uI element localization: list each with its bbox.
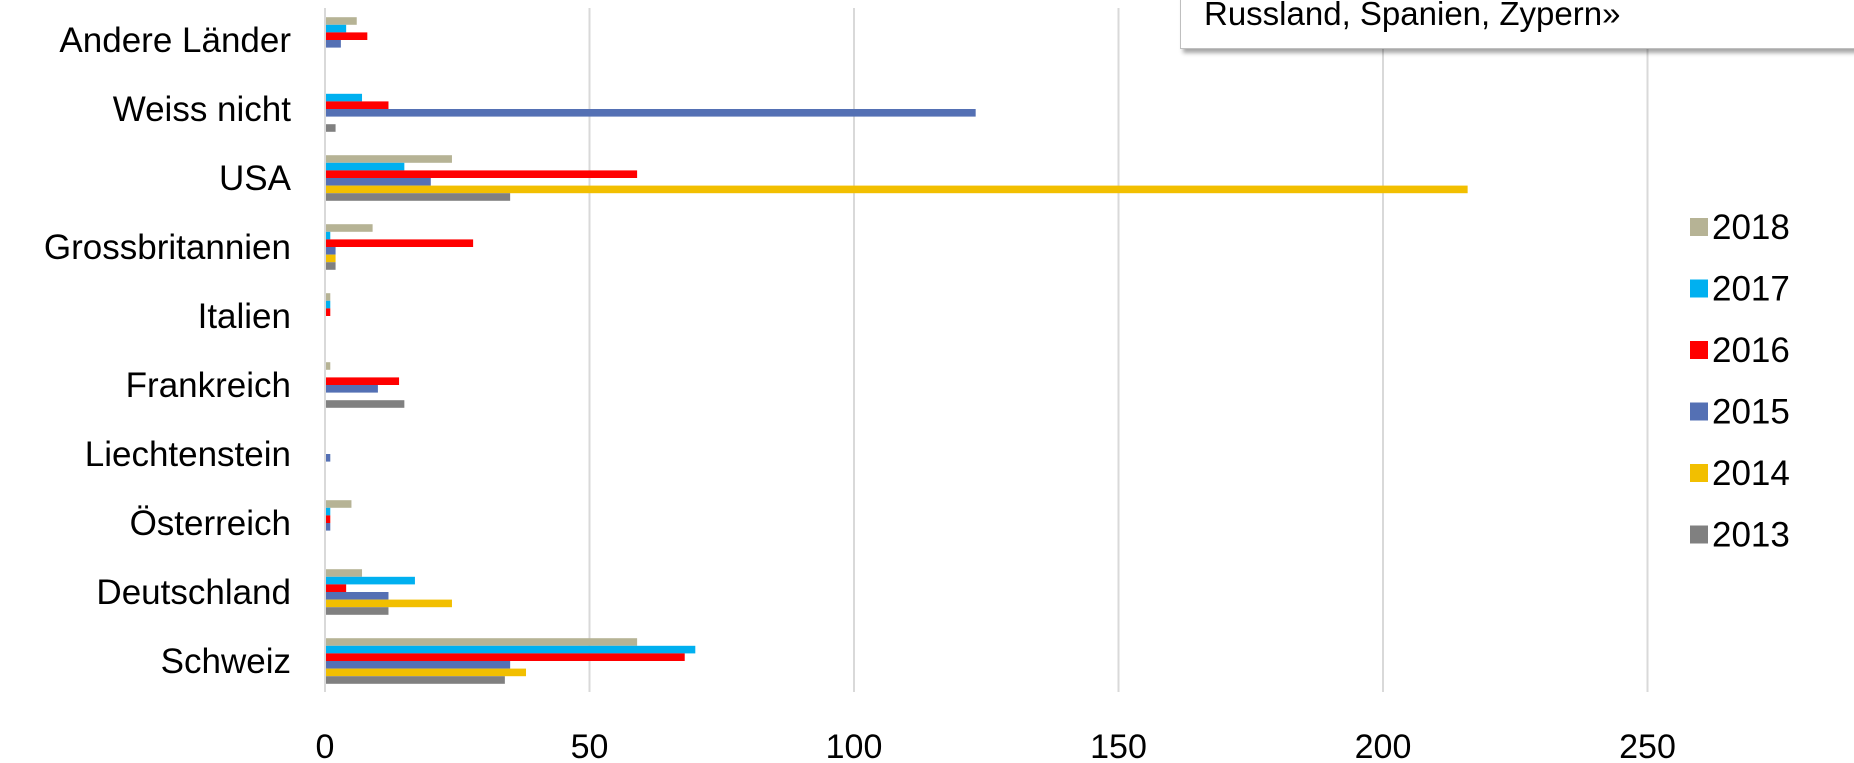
x-tick-label: 200 xyxy=(1355,728,1412,763)
category-label: Deutschland xyxy=(96,573,291,612)
legend-swatch xyxy=(1690,402,1708,421)
x-tick-label: 50 xyxy=(571,728,609,763)
bar xyxy=(325,454,331,462)
bar xyxy=(325,676,505,684)
legend-label: 2015 xyxy=(1712,393,1790,432)
bar xyxy=(325,193,511,201)
bar xyxy=(325,231,331,240)
category-label: Frankreich xyxy=(126,366,291,405)
bar xyxy=(325,109,976,117)
bar xyxy=(325,32,368,40)
legend-label: 2013 xyxy=(1712,516,1790,555)
category-label: Österreich xyxy=(130,504,291,543)
category-label: Schweiz xyxy=(161,642,291,681)
category-label: Andere Länder xyxy=(59,21,291,60)
bar xyxy=(325,515,331,523)
x-tick-labels: 0 50 100 150 200 250 xyxy=(316,728,1676,763)
bar xyxy=(325,300,331,309)
legend-label: 2018 xyxy=(1712,208,1790,247)
bar xyxy=(325,24,347,33)
category-label: USA xyxy=(219,159,292,198)
bar xyxy=(325,569,363,577)
bar xyxy=(325,576,415,585)
category-label: Italien xyxy=(198,297,291,336)
x-tick-label: 100 xyxy=(826,728,883,763)
bar xyxy=(325,124,336,132)
bar xyxy=(325,224,373,232)
bar xyxy=(325,170,638,178)
bar xyxy=(325,599,452,608)
legend-swatch xyxy=(1690,218,1708,236)
x-tick-label: 0 xyxy=(316,728,335,763)
bar xyxy=(325,668,527,677)
bar xyxy=(325,155,452,163)
category-label: Liechtenstein xyxy=(85,435,291,474)
bar xyxy=(325,638,638,646)
bar xyxy=(325,178,431,186)
legend-label: 2017 xyxy=(1712,270,1790,309)
legend-label: 2014 xyxy=(1712,454,1790,493)
bar xyxy=(325,293,331,301)
bar xyxy=(325,185,1468,194)
x-tick-label: 150 xyxy=(1090,728,1147,763)
annotation-box: Russland, Spanien, Zypern» xyxy=(1180,0,1854,49)
bar xyxy=(325,523,331,531)
bar xyxy=(325,645,696,654)
bar xyxy=(325,308,331,316)
bar xyxy=(325,661,511,669)
legend-swatch xyxy=(1690,464,1708,482)
bar xyxy=(325,254,336,263)
legend-swatch xyxy=(1690,341,1708,359)
bar xyxy=(325,262,336,270)
bar xyxy=(325,247,336,255)
bar xyxy=(325,400,405,408)
annotation-text: Russland, Spanien, Zypern» xyxy=(1204,0,1621,32)
category-label: Weiss nicht xyxy=(113,90,292,129)
bar xyxy=(325,362,331,370)
bar xyxy=(325,377,400,385)
bar xyxy=(325,40,341,48)
bar xyxy=(325,239,474,247)
gridlines xyxy=(588,8,1649,692)
bars xyxy=(325,17,1468,684)
category-labels: Andere Länder Weiss nicht USA Grossbritanni… xyxy=(44,21,292,681)
bar xyxy=(325,584,347,592)
bar xyxy=(325,17,357,25)
bar xyxy=(325,653,685,661)
x-tick-label: 250 xyxy=(1619,728,1676,763)
legend: 2018 2017 2016 2015 2014 2013 xyxy=(1690,208,1790,555)
bar xyxy=(325,385,378,393)
bar xyxy=(325,507,331,516)
bar xyxy=(325,592,389,600)
bar xyxy=(325,500,352,508)
legend-swatch xyxy=(1690,279,1708,298)
bar xyxy=(325,162,405,171)
bar xyxy=(325,93,363,102)
bar xyxy=(325,607,389,615)
category-label: Grossbritannien xyxy=(44,228,291,267)
bar xyxy=(325,101,389,109)
legend-label: 2016 xyxy=(1712,331,1790,370)
legend-swatch xyxy=(1690,525,1708,544)
